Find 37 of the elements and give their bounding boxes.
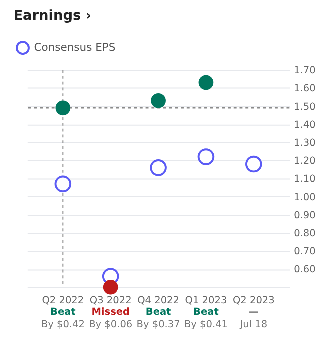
x-tick-label: Q4 2022 — [138, 296, 180, 307]
y-tick-label: 1.40 — [294, 120, 316, 131]
y-tick-label: 0.60 — [294, 264, 316, 276]
x-tick-label: Q1 2023 — [185, 296, 228, 307]
text: By $0.41 — [184, 320, 228, 330]
text: By $0.37 — [136, 320, 180, 330]
text: Missed — [92, 306, 130, 318]
text: Beat — [194, 306, 220, 318]
chart-title: Earnings › — [14, 8, 92, 24]
point — [151, 94, 166, 108]
x-tick-label: Q3 2022 — [90, 296, 132, 307]
point — [103, 280, 118, 295]
point — [56, 100, 71, 116]
text: By $0.42 — [41, 320, 85, 330]
text: Beat — [146, 306, 172, 318]
y-tick-label: 1.50 — [294, 102, 316, 113]
x-tick-label: Q2 2023 — [232, 296, 275, 307]
y-tick-label: 1.60 — [294, 84, 316, 95]
point — [246, 156, 262, 173]
point — [198, 148, 215, 166]
text: Beat — [50, 306, 76, 318]
y-tick-label: 1.10 — [294, 174, 316, 186]
y-tick-label: 1.30 — [294, 138, 316, 149]
point — [198, 75, 214, 90]
x-tick-label: Q2 2022 — [42, 296, 84, 307]
text: By $0.06 — [89, 320, 133, 330]
text: — — [249, 306, 260, 318]
y-tick-label: 0.70 — [294, 246, 316, 258]
y-tick-label: 1.70 — [294, 66, 316, 77]
legend-label: Consensus EPS — [34, 41, 116, 54]
point — [150, 160, 167, 176]
y-tick-label: 0.80 — [294, 228, 316, 240]
y-tick-label: 0.90 — [294, 210, 316, 222]
text: Jul 18 — [239, 320, 268, 330]
y-tick-label: 1.20 — [294, 156, 316, 168]
point — [54, 176, 72, 193]
y-tick-label: 1.00 — [294, 192, 316, 204]
